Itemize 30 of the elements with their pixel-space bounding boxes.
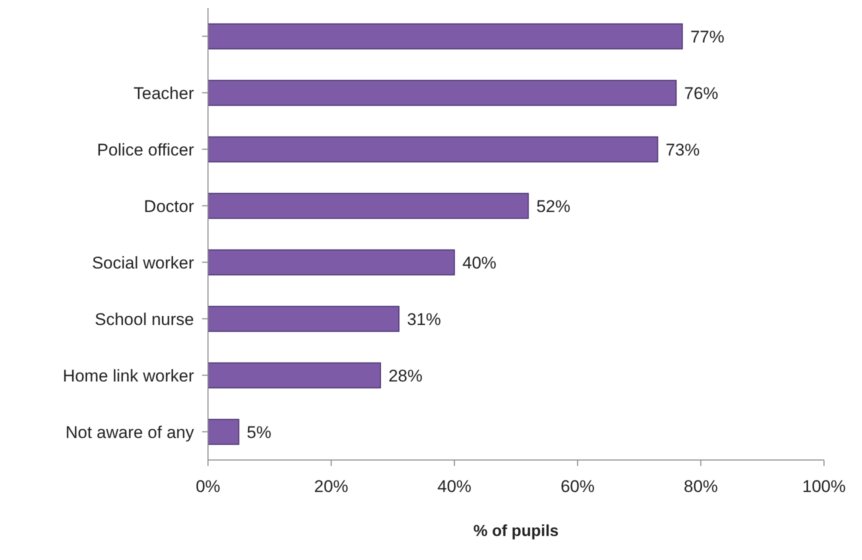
y-tick-label: Doctor bbox=[144, 196, 194, 216]
data-label: 5% bbox=[246, 422, 272, 442]
x-tick-label: 40% bbox=[437, 477, 472, 496]
y-tick-label: Social worker bbox=[92, 253, 194, 272]
y-tick-label: Home link worker bbox=[62, 366, 194, 386]
x-tick-label: 60% bbox=[560, 477, 595, 496]
bar bbox=[208, 418, 240, 445]
bar bbox=[208, 362, 381, 388]
bar bbox=[208, 23, 683, 50]
y-tick-label: Not aware of any bbox=[65, 422, 194, 442]
data-label: 77% bbox=[690, 27, 724, 46]
y-tick-label: School nurse bbox=[94, 310, 194, 329]
data-label: 31% bbox=[406, 310, 441, 329]
bar bbox=[208, 136, 658, 162]
data-label: 52% bbox=[536, 196, 570, 216]
data-label: 76% bbox=[684, 84, 718, 103]
bar bbox=[208, 306, 400, 332]
data-label: 40% bbox=[462, 253, 496, 272]
data-label: 28% bbox=[388, 366, 423, 386]
x-tick-label: 20% bbox=[314, 477, 348, 496]
y-tick-label: Police officer bbox=[96, 140, 194, 160]
x-tick-label: 0% bbox=[196, 477, 220, 496]
bar bbox=[208, 80, 677, 106]
bar bbox=[208, 249, 455, 276]
y-tick-label: Teacher bbox=[134, 84, 194, 103]
x-tick-label: 100% bbox=[802, 477, 846, 496]
x-tick-label: 80% bbox=[684, 477, 718, 496]
x-axis-title: % of pupils bbox=[473, 523, 559, 540]
bar bbox=[208, 192, 529, 219]
data-label: 73% bbox=[666, 140, 700, 160]
